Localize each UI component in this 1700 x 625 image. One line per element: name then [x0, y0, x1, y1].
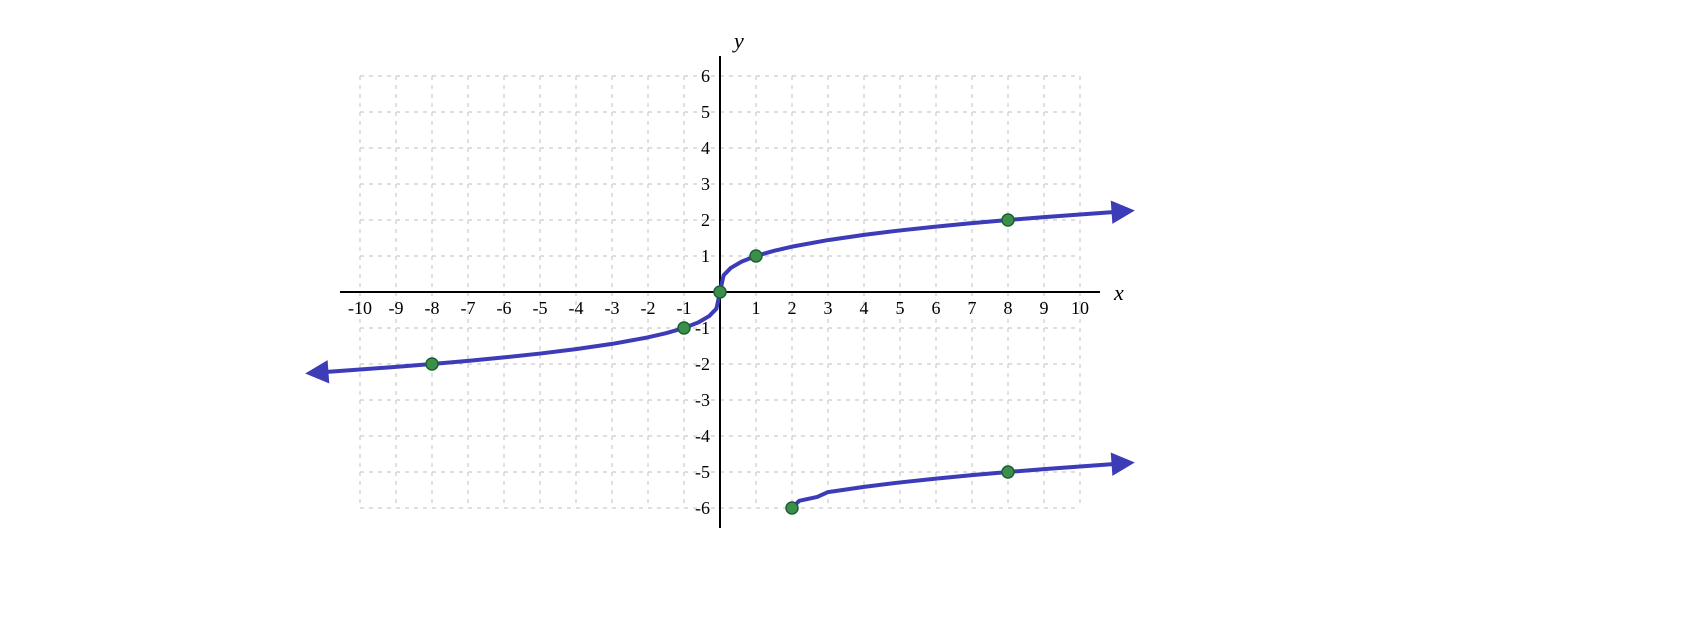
coordinate-plot: -10-9-8-7-6-5-4-3-2-112345678910123456-1… [0, 0, 1700, 625]
y-tick-label: 5 [701, 102, 710, 122]
plot-background [0, 0, 1700, 625]
y-tick-label: 1 [701, 246, 710, 266]
x-tick-label: -8 [425, 298, 440, 318]
y-tick-label: -6 [695, 498, 710, 518]
x-tick-label: 8 [1004, 298, 1013, 318]
x-tick-label: 10 [1071, 298, 1089, 318]
data-point [786, 502, 798, 514]
data-point [714, 286, 726, 298]
data-point [426, 358, 438, 370]
x-tick-label: -3 [605, 298, 620, 318]
x-tick-label: 9 [1040, 298, 1049, 318]
x-tick-label: 1 [752, 298, 761, 318]
x-tick-label: 2 [788, 298, 797, 318]
x-tick-label: 5 [896, 298, 905, 318]
x-tick-label: -6 [497, 298, 512, 318]
x-tick-label: -9 [389, 298, 404, 318]
x-tick-label: -2 [641, 298, 656, 318]
y-tick-label: 3 [701, 174, 710, 194]
y-tick-label: 4 [701, 138, 710, 158]
x-tick-label: 4 [860, 298, 869, 318]
x-tick-label: 3 [824, 298, 833, 318]
y-tick-label: 2 [701, 210, 710, 230]
y-axis-label: y [732, 28, 744, 53]
data-point [750, 250, 762, 262]
x-tick-label: 7 [968, 298, 977, 318]
y-tick-label: -4 [695, 426, 710, 446]
x-tick-label: -7 [461, 298, 476, 318]
y-tick-label: -3 [695, 390, 710, 410]
data-point [1002, 466, 1014, 478]
y-tick-label: 6 [701, 66, 710, 86]
data-point [678, 322, 690, 334]
x-tick-label: 6 [932, 298, 941, 318]
x-tick-label: -10 [348, 298, 372, 318]
y-tick-label: -5 [695, 462, 710, 482]
x-tick-label: -5 [533, 298, 548, 318]
x-axis-label: x [1113, 280, 1124, 305]
x-tick-label: -4 [569, 298, 584, 318]
y-tick-label: -2 [695, 354, 710, 374]
data-point [1002, 214, 1014, 226]
x-tick-label: -1 [677, 298, 692, 318]
